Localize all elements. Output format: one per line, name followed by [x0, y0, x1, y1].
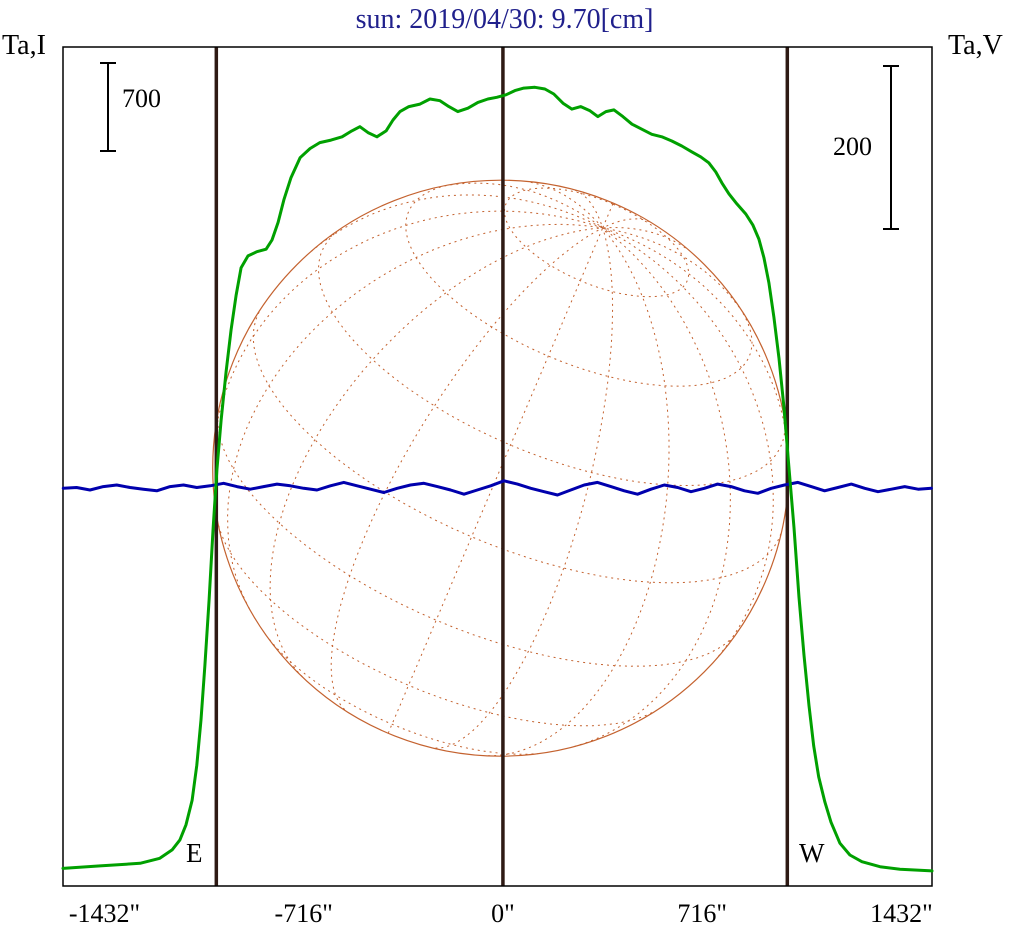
sun-grid-latitude: [217, 419, 733, 667]
sun-grid-latitude: [405, 185, 753, 387]
x-tick-label-3: 716": [677, 899, 727, 928]
sun-grid-meridian: [602, 226, 686, 249]
sun-grid-latitude: [252, 311, 782, 584]
polarization-scale-value: 200: [833, 132, 872, 161]
sun-grid-latitude: [218, 525, 656, 727]
x-tick-label-4: 1432": [870, 899, 933, 928]
sun-grid-meridian: [602, 218, 650, 229]
x-tick-label-2: 0": [491, 899, 515, 928]
sun-grid-meridian: [602, 227, 740, 308]
series-line-ta-i: [61, 85, 934, 873]
sun-grid-meridian: [573, 227, 731, 748]
sun-grid-meridian: [602, 203, 614, 229]
polarization-scale-bar: [883, 65, 899, 230]
chart-title: sun: 2019/04/30: 9.70[cm]: [355, 4, 654, 35]
intensity-scale-bar: [100, 62, 116, 152]
sun-grid-meridian: [602, 227, 789, 454]
plot-frame: [62, 46, 933, 887]
left-axis-label: Ta,I: [2, 30, 46, 61]
sun-grid-meridian: [435, 227, 614, 749]
sun-grid-latitude: [503, 187, 690, 298]
sun-grid-meridian: [269, 227, 603, 678]
west-limb-label: W: [799, 838, 825, 868]
sun-grid-meridian: [387, 227, 604, 734]
series-line-ta-v: [61, 479, 933, 497]
intensity-scale-value: 700: [122, 84, 161, 113]
sun-grid-meridian: [310, 194, 603, 252]
x-tick-label-0: -1432": [69, 899, 140, 928]
east-limb-label: E: [186, 838, 203, 868]
sun-grid-meridian: [450, 182, 603, 229]
sun-grid-meridian: [602, 227, 774, 657]
sun-grid-latitude: [269, 639, 539, 755]
right-axis-label: Ta,V: [948, 30, 1003, 61]
sun-grid-meridian: [227, 223, 603, 610]
x-tick-label-1: -716": [275, 899, 333, 928]
sun-grid-meridian: [213, 210, 603, 443]
sun-grid-latitude: [317, 229, 786, 487]
sun-grid-meridian: [530, 181, 604, 229]
sun-grid-meridian: [574, 189, 604, 229]
sun-grid-meridian: [330, 227, 603, 710]
